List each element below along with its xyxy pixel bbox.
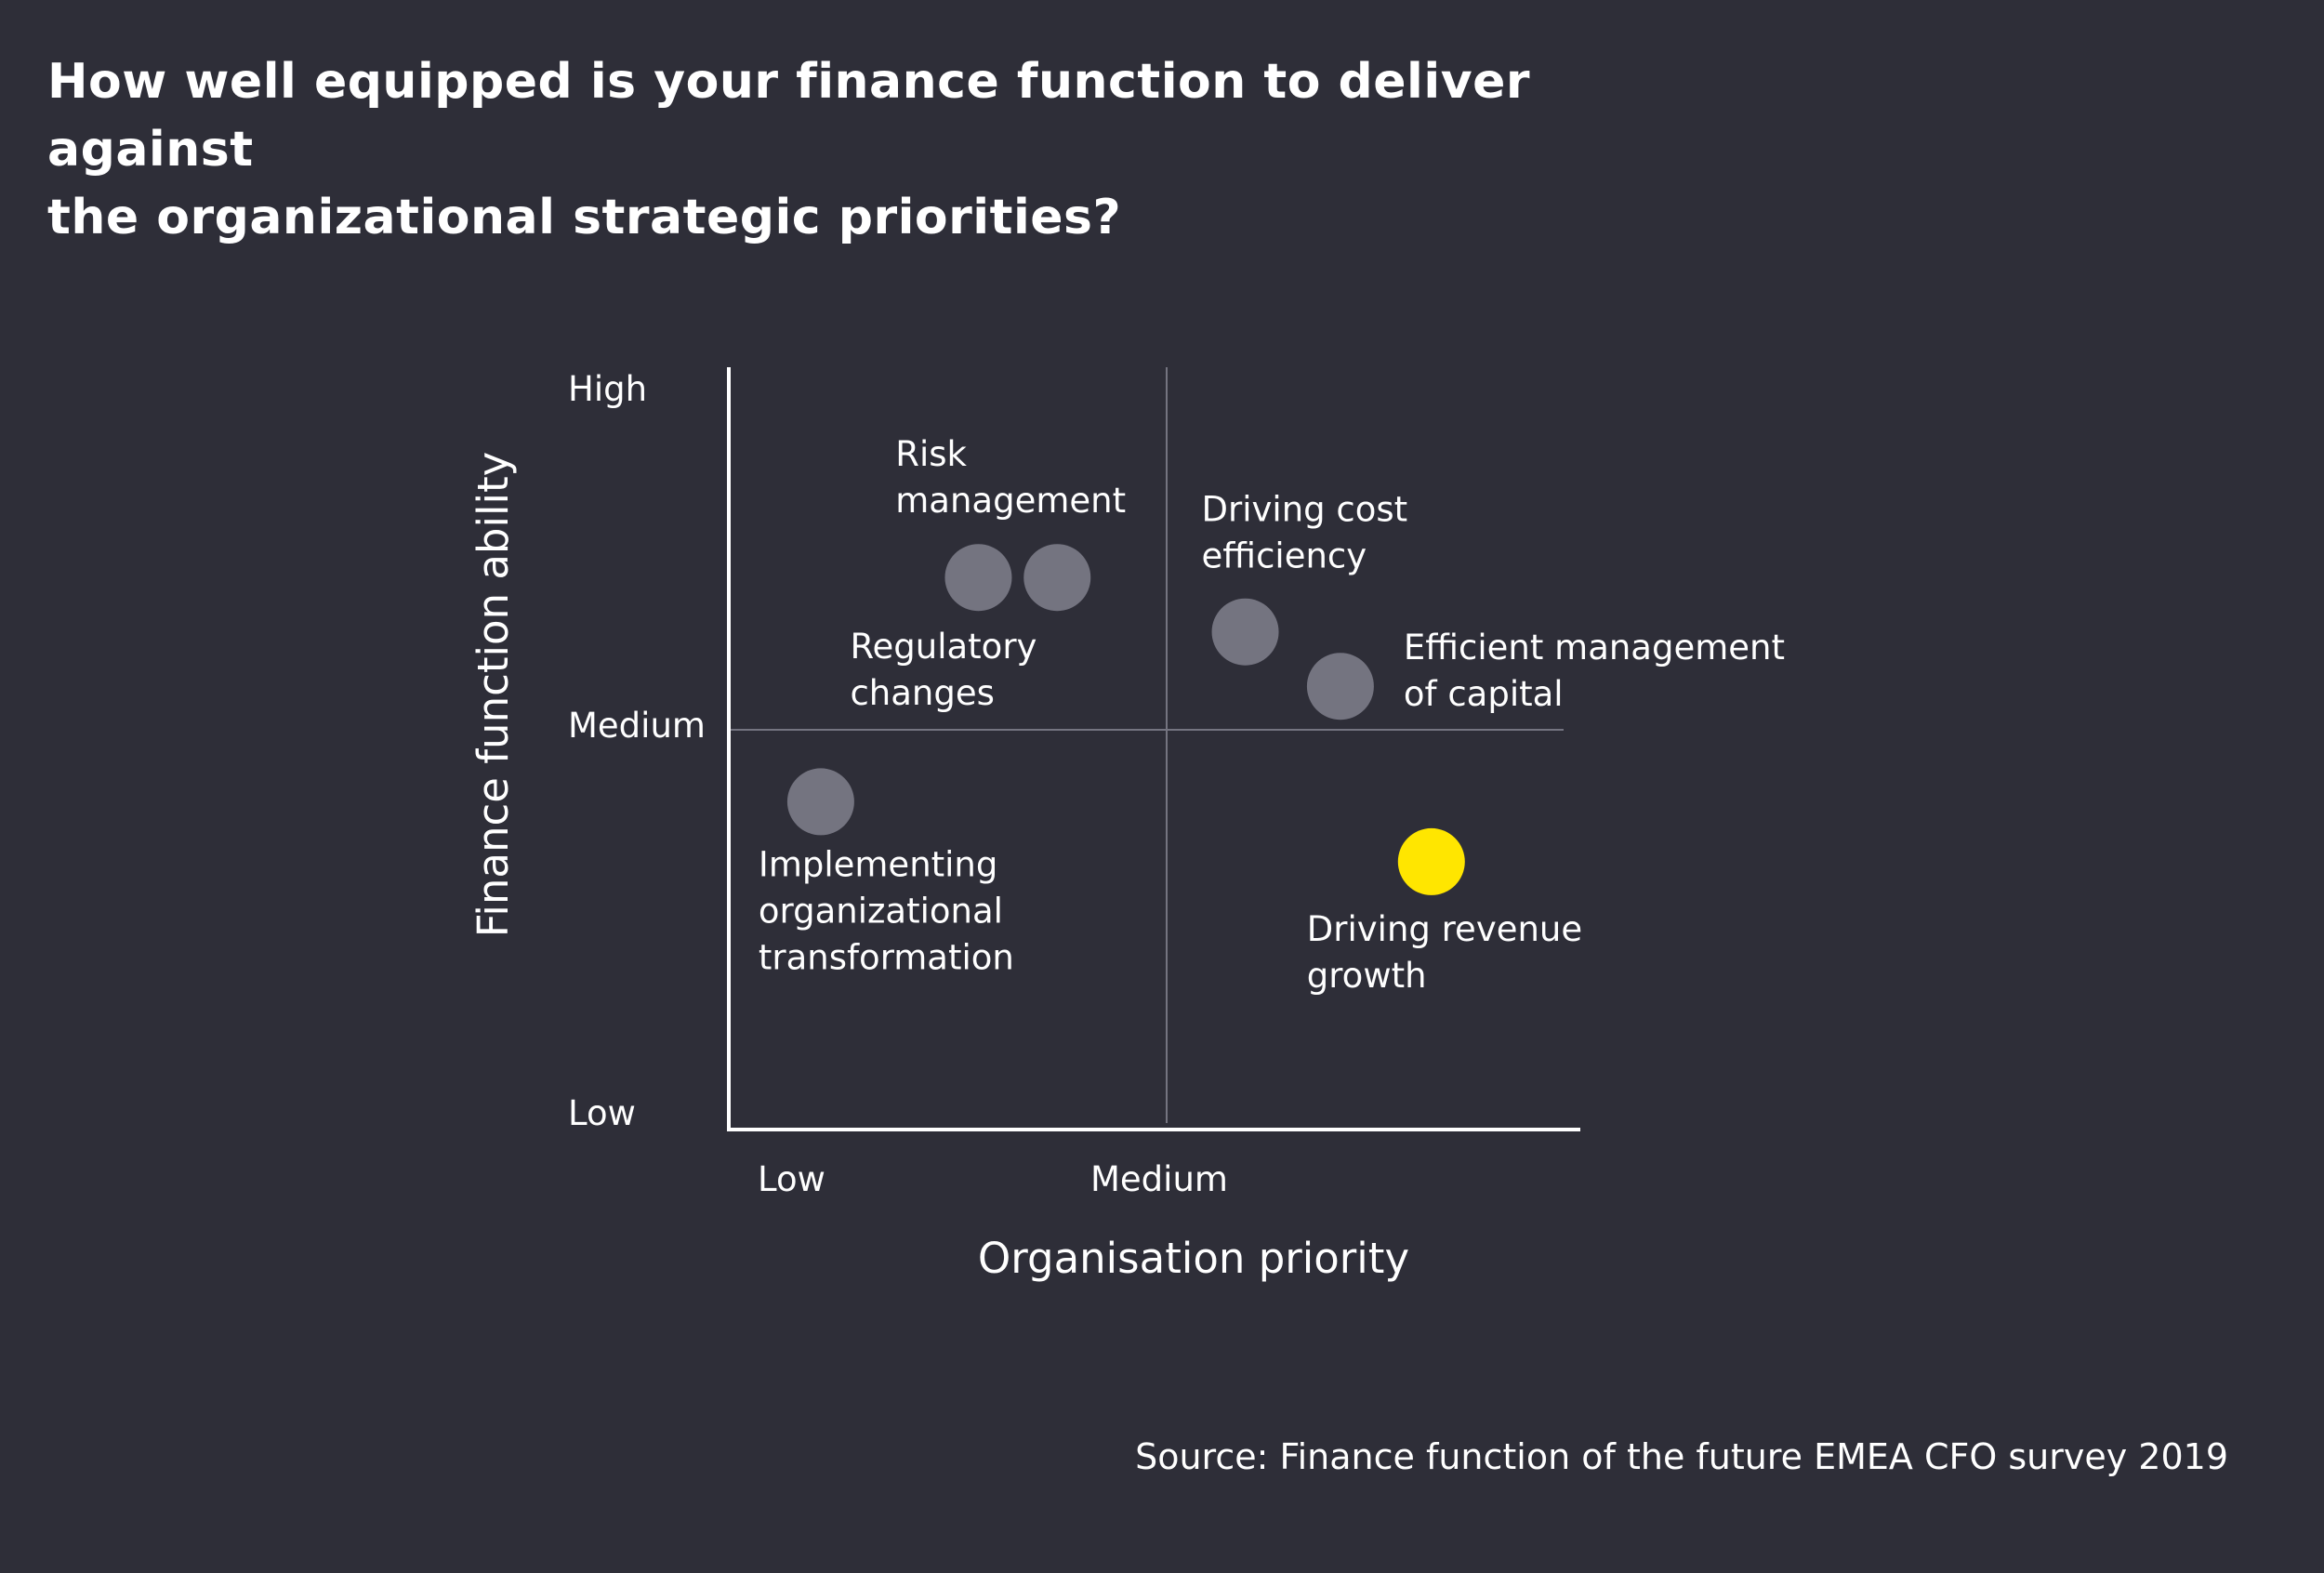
data-point: [1023, 544, 1091, 612]
highlight-point: [1397, 827, 1465, 895]
x-tick-label: Low: [758, 1159, 825, 1199]
point-label-line: Risk: [895, 434, 967, 474]
point-label-line: management: [895, 481, 1126, 521]
x-axis-title: Organisation priority: [978, 1234, 1409, 1283]
point-label-line: transformation: [759, 937, 1014, 977]
y-tick-label: Low: [568, 1093, 636, 1133]
chart-title: How well equipped is your finance functi…: [47, 48, 1721, 252]
point-label-line: growth: [1307, 956, 1427, 996]
point-label-line: Regulatory: [850, 627, 1037, 667]
axis-titles: Organisation priority Finance function ab…: [469, 452, 1409, 1283]
point-label-line: efficiency: [1202, 536, 1367, 576]
point-label: Risk management: [895, 434, 1126, 521]
point-label-line: Efficient management: [1404, 628, 1785, 668]
y-tick-label: Medium: [568, 706, 706, 746]
chart-title-line-1: How well equipped is your finance functi…: [47, 54, 1531, 178]
point-label-line: of capital: [1404, 674, 1564, 714]
point-labels: Regulatory changes Risk management Driving c…: [759, 434, 1785, 996]
tick-labels: High Medium Low Low Medium: [568, 369, 1228, 1199]
y-tick-label: High: [568, 369, 647, 409]
point-label: Driving revenue growth: [1307, 909, 1582, 996]
data-point: [944, 544, 1012, 612]
point-label: Driving cost efficiency: [1202, 490, 1408, 576]
data-points: [786, 544, 1465, 895]
quadrant-lines: [729, 367, 1564, 1123]
point-label-line: Implementing: [759, 844, 997, 884]
chart-title-line-2: the organizational strategic priorities?: [47, 190, 1122, 245]
data-point: [786, 768, 854, 836]
point-label-line: changes: [850, 673, 994, 713]
axes: [727, 367, 1580, 1131]
point-label-line: organizational: [759, 891, 1003, 931]
data-point: [1211, 598, 1279, 666]
point-label-line: Driving revenue: [1307, 909, 1582, 949]
y-axis-title: Finance function ability: [469, 452, 518, 938]
x-tick-label: Medium: [1090, 1159, 1228, 1199]
point-label-line: Driving cost: [1202, 490, 1408, 530]
point-label: Regulatory changes: [850, 627, 1037, 713]
data-point: [1306, 653, 1374, 720]
point-label: Efficient management of capital: [1404, 628, 1785, 714]
source-note: Source: Finance function of the future E…: [1135, 1436, 2228, 1477]
point-label: Implementing organizational transformation: [759, 844, 1014, 977]
